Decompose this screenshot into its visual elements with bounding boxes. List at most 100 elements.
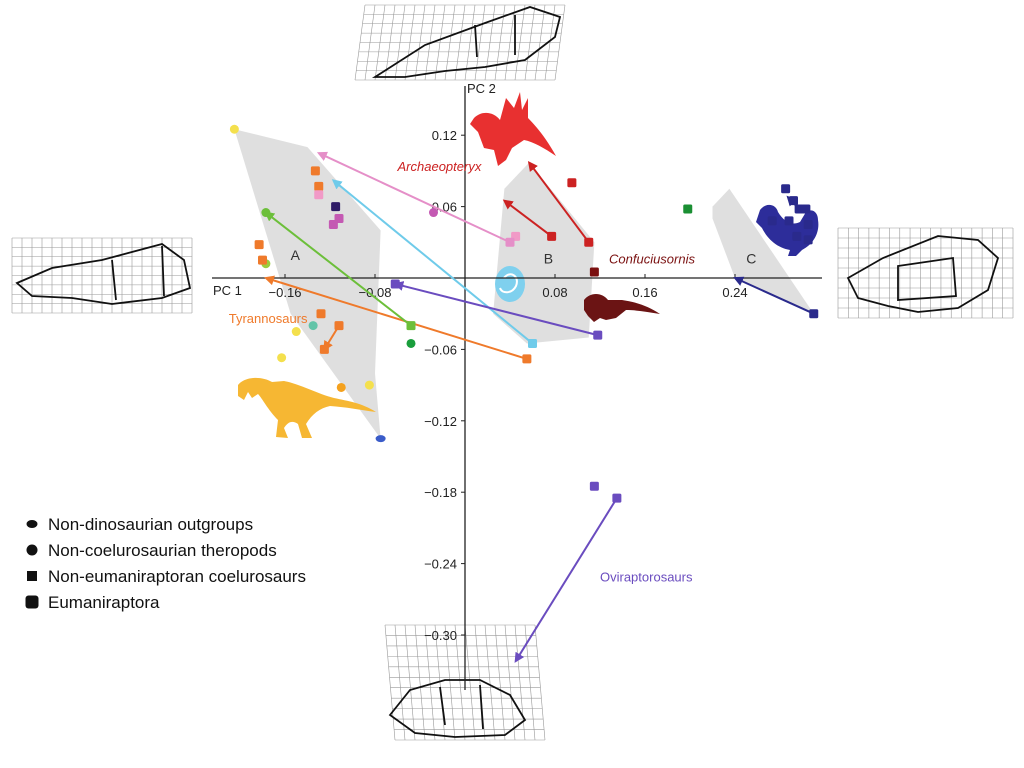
y-tick-label: 0.06 [432,200,457,215]
skull-outline [15,243,192,305]
skull-outline [388,679,527,738]
data-point [612,493,622,503]
arrow [527,160,590,243]
x-tick-label: 0.16 [632,285,657,300]
y-tick-label: −0.12 [424,414,457,429]
arrow [733,276,815,315]
data-point [277,353,287,363]
arrows [263,151,815,663]
data-point [781,184,791,194]
data-point [589,481,599,491]
data-point [593,330,603,340]
data-point [809,309,819,319]
legend-marker [25,595,39,609]
data-point [803,219,813,229]
skull-grid-left-icon [11,237,193,314]
bird-silhouette-icon [584,294,660,322]
grid-line [394,624,406,741]
grid-line [424,624,436,741]
annotation-label: Tyrannosaurs [229,311,308,326]
data-point [390,279,400,289]
data-point [429,208,438,218]
grid-line [494,624,506,741]
y-tick-label: 0.12 [432,128,457,143]
arrow [393,281,598,337]
region-hull-C [712,188,814,314]
legend-label: Eumaniraptora [48,593,160,612]
y-tick-label: −0.18 [424,485,457,500]
grid-line [534,624,546,741]
skull-grid-top-icon [354,4,566,81]
legend: Non-dinosaurian outgroups Non-coelurosaur… [25,515,306,612]
region-hull-A [234,129,381,439]
grid-line [464,624,476,741]
x-tick-label: −0.08 [359,285,392,300]
arrow [514,497,618,663]
annotation-label: Archaeopteryx [397,159,482,174]
data-point [567,178,577,188]
data-point [254,240,264,250]
arrow [331,179,534,345]
y-tick-label: −0.24 [424,557,457,572]
data-point [336,382,346,392]
y-tick-label: −0.30 [424,628,457,643]
axes: −0.16 −0.08 0.08 0.16 0.24 0.12 0.06 −0.06 −0.12… [212,81,822,690]
region-label-B: B [544,251,553,267]
legend-marker [27,571,37,581]
data-point [308,321,318,331]
data-point [589,267,599,277]
region-label-C: C [746,251,756,267]
skull-outline [846,235,1000,313]
data-point [528,338,537,348]
points [229,124,819,503]
data-point [584,237,594,247]
data-point [314,181,324,191]
embryo-silhouette-icon [495,266,525,302]
x-tick-label: 0.08 [542,285,567,300]
archaeopteryx-silhouette-icon [470,92,556,166]
y-tick-label: −0.06 [424,342,457,357]
grid-line [434,624,446,741]
annotation-label: Oviraptorosaurs [600,569,693,584]
grid-line [504,624,516,741]
skull-grid-bottom-icon [384,624,546,741]
grid-line [444,624,456,741]
data-point [794,204,804,214]
data-point [375,435,386,443]
arrow [316,151,511,244]
skull-outline [371,6,562,78]
data-point [334,321,344,331]
legend-label: Non-dinosaurian outgroups [48,515,253,534]
data-point [406,338,416,348]
data-point [229,124,239,134]
data-point [547,231,557,241]
data-point [310,166,320,176]
grid-line [384,624,396,741]
data-point [792,231,802,241]
data-point [767,216,777,226]
x-tick-label: 0.24 [722,285,747,300]
tyrannosaur-silhouette-icon [238,377,376,438]
legend-marker [26,544,38,556]
legend-marker [26,520,38,528]
data-point [406,321,416,331]
data-point [331,202,341,212]
data-point [316,309,326,319]
data-point [258,255,267,265]
arrow [502,199,553,238]
grid-line [484,624,496,741]
skull-grid-right-icon [837,227,1014,319]
data-point [319,344,329,354]
legend-label: Non-eumaniraptoran coelurosaurs [48,567,306,586]
data-point [784,216,794,226]
arrow [264,211,412,327]
legend-label: Non-coelurosaurian theropods [48,541,277,560]
data-point [291,327,301,337]
grid-line [404,624,416,741]
data-point [328,219,338,229]
data-point [789,196,798,206]
data-point [803,235,813,245]
region-label-A: A [291,247,301,263]
annotation-label: Confuciusornis [609,252,695,267]
